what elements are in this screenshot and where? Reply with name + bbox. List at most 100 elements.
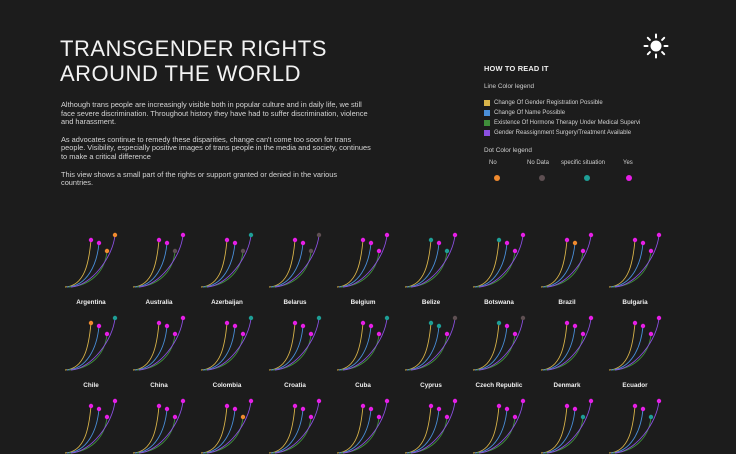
- status-dot: [180, 232, 186, 238]
- status-dot: [368, 240, 374, 246]
- title-line-2: AROUND THE WORLD: [60, 61, 302, 86]
- country-glyph[interactable]: Cuba: [336, 315, 390, 389]
- country-glyph[interactable]: [540, 398, 594, 454]
- country-glyph[interactable]: [200, 398, 254, 454]
- right-line: [66, 242, 100, 288]
- right-line: [478, 234, 524, 288]
- status-dot: [156, 237, 162, 243]
- right-line: [540, 322, 568, 371]
- right-line: [200, 239, 228, 288]
- dot-legend-item: No Data: [527, 160, 549, 181]
- status-dot: [224, 320, 230, 326]
- status-dot: [504, 240, 510, 246]
- right-line: [474, 325, 508, 371]
- status-dot: [240, 248, 246, 254]
- line-legend-label: Change Of Name Possible: [494, 110, 566, 116]
- status-dot: [520, 232, 526, 238]
- right-line: [200, 405, 228, 454]
- country-glyph[interactable]: Belize: [404, 232, 458, 306]
- country-glyph[interactable]: [608, 398, 662, 454]
- status-dot: [248, 398, 254, 404]
- right-line: [474, 408, 508, 454]
- status-dot: [292, 237, 298, 243]
- country-glyph[interactable]: [336, 398, 390, 454]
- country-glyph[interactable]: [404, 398, 458, 454]
- status-dot: [172, 331, 178, 337]
- country-glyph[interactable]: Chile: [64, 315, 118, 389]
- country-glyph[interactable]: [472, 398, 526, 454]
- country-glyph[interactable]: [64, 398, 118, 454]
- country-name: Colombia: [213, 382, 242, 389]
- theme-toggle-sun-icon[interactable]: [643, 33, 669, 59]
- status-dot: [292, 403, 298, 409]
- country-name: Azerbaijan: [211, 299, 243, 306]
- country-glyph[interactable]: Azerbaijan: [200, 232, 254, 306]
- country-glyph[interactable]: Australia: [132, 232, 186, 306]
- right-line: [268, 405, 296, 454]
- status-dot: [496, 237, 502, 243]
- status-dot: [376, 414, 382, 420]
- country-name: China: [150, 382, 168, 389]
- right-line: [338, 325, 372, 371]
- dot-legend-label: No: [489, 160, 497, 166]
- right-line: [204, 333, 244, 371]
- line-legend-label: Gender Reassignment Surgery/Treatment Av…: [494, 130, 632, 136]
- status-dot: [640, 406, 646, 412]
- status-dot: [580, 414, 586, 420]
- right-line: [342, 234, 388, 288]
- right-line: [540, 405, 568, 454]
- right-line: [136, 333, 176, 371]
- status-dot: [368, 406, 374, 412]
- country-name: Croatia: [284, 382, 306, 389]
- country-glyph[interactable]: Argentina: [64, 232, 118, 306]
- country-glyph[interactable]: Brazil: [540, 232, 594, 306]
- status-dot: [436, 240, 442, 246]
- right-line: [340, 416, 380, 454]
- country-glyph[interactable]: Belarus: [268, 232, 322, 306]
- country-name: Ecuador: [622, 382, 648, 389]
- right-line: [206, 234, 252, 288]
- right-line: [272, 250, 312, 288]
- dot-legend-label: specific situation: [561, 160, 606, 166]
- country-glyph[interactable]: Denmark: [540, 315, 594, 389]
- country-glyph[interactable]: Cyprus: [404, 315, 458, 389]
- line-legend-item: Existence Of Hormone Therapy Under Medic…: [484, 118, 664, 128]
- right-line: [406, 408, 440, 454]
- right-line: [134, 408, 168, 454]
- right-line: [612, 416, 652, 454]
- status-dot: [300, 323, 306, 329]
- right-line: [546, 234, 592, 288]
- country-glyph[interactable]: Colombia: [200, 315, 254, 389]
- country-glyph[interactable]: Ecuador: [608, 315, 662, 389]
- country-name: Bulgaria: [622, 299, 648, 306]
- status-dot: [436, 406, 442, 412]
- status-dot: [504, 406, 510, 412]
- status-dot: [248, 315, 254, 321]
- right-line: [472, 322, 500, 371]
- right-line: [546, 400, 592, 454]
- country-glyph[interactable]: [132, 398, 186, 454]
- country-glyph[interactable]: Croatia: [268, 315, 322, 389]
- right-line: [608, 239, 636, 288]
- right-line: [610, 325, 644, 371]
- country-glyph[interactable]: [268, 398, 322, 454]
- country-glyph[interactable]: Czech Republic: [472, 315, 526, 389]
- right-line: [134, 242, 168, 288]
- right-line: [270, 408, 304, 454]
- country-glyph[interactable]: Bulgaria: [608, 232, 662, 306]
- status-dot: [156, 320, 162, 326]
- status-dot: [156, 403, 162, 409]
- country-glyph[interactable]: Belgium: [336, 232, 390, 306]
- line-legend-label: Change Of Gender Registration Possible: [494, 100, 603, 106]
- status-dot: [428, 237, 434, 243]
- status-dot: [96, 323, 102, 329]
- country-glyph[interactable]: Botswana: [472, 232, 526, 306]
- status-dot: [300, 406, 306, 412]
- country-glyph[interactable]: China: [132, 315, 186, 389]
- status-dot: [572, 406, 578, 412]
- right-line: [206, 317, 252, 371]
- right-line: [70, 317, 116, 371]
- right-line: [202, 325, 236, 371]
- right-line: [542, 408, 576, 454]
- right-line: [614, 234, 660, 288]
